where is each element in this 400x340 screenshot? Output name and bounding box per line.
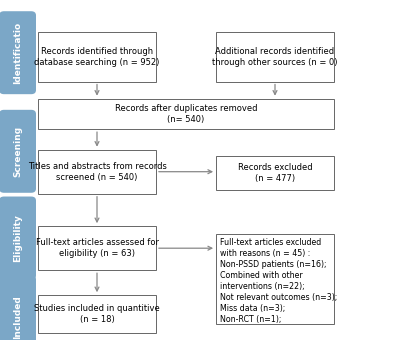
- Text: Identificatio: Identificatio: [13, 22, 22, 84]
- Text: Records after duplicates removed
(n= 540): Records after duplicates removed (n= 540…: [115, 104, 257, 124]
- FancyBboxPatch shape: [216, 234, 334, 324]
- FancyBboxPatch shape: [0, 197, 36, 279]
- Text: Included: Included: [13, 295, 22, 339]
- FancyBboxPatch shape: [0, 275, 36, 340]
- FancyBboxPatch shape: [38, 226, 156, 270]
- Text: Full-text articles excluded
with reasons (n = 45) :
Non-PSSD patients (n=16);
Co: Full-text articles excluded with reasons…: [220, 238, 337, 324]
- FancyBboxPatch shape: [38, 295, 156, 333]
- Text: Eligibility: Eligibility: [13, 214, 22, 262]
- FancyBboxPatch shape: [216, 156, 334, 190]
- FancyBboxPatch shape: [38, 99, 334, 129]
- FancyBboxPatch shape: [216, 32, 334, 82]
- Text: Records excluded
(n = 477): Records excluded (n = 477): [238, 163, 312, 184]
- Text: Additional records identified
through other sources (n = 0): Additional records identified through ot…: [212, 47, 338, 67]
- FancyBboxPatch shape: [38, 150, 156, 194]
- Text: Records identified through
database searching (n = 952): Records identified through database sear…: [34, 47, 160, 67]
- Text: Studies included in quantitive
(n = 18): Studies included in quantitive (n = 18): [34, 304, 160, 324]
- FancyBboxPatch shape: [0, 11, 36, 94]
- FancyBboxPatch shape: [0, 110, 36, 193]
- Text: Full-text articles assessed for
eligibility (n = 63): Full-text articles assessed for eligibil…: [36, 238, 158, 258]
- Text: Titles and abstracts from records
screened (n = 540): Titles and abstracts from records screen…: [28, 162, 166, 182]
- FancyBboxPatch shape: [38, 32, 156, 82]
- Text: Screening: Screening: [13, 126, 22, 177]
